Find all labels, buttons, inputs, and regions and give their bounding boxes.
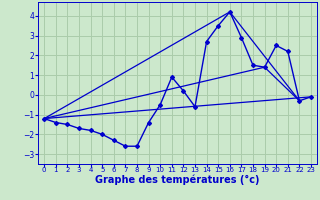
X-axis label: Graphe des températures (°c): Graphe des températures (°c) [95,175,260,185]
